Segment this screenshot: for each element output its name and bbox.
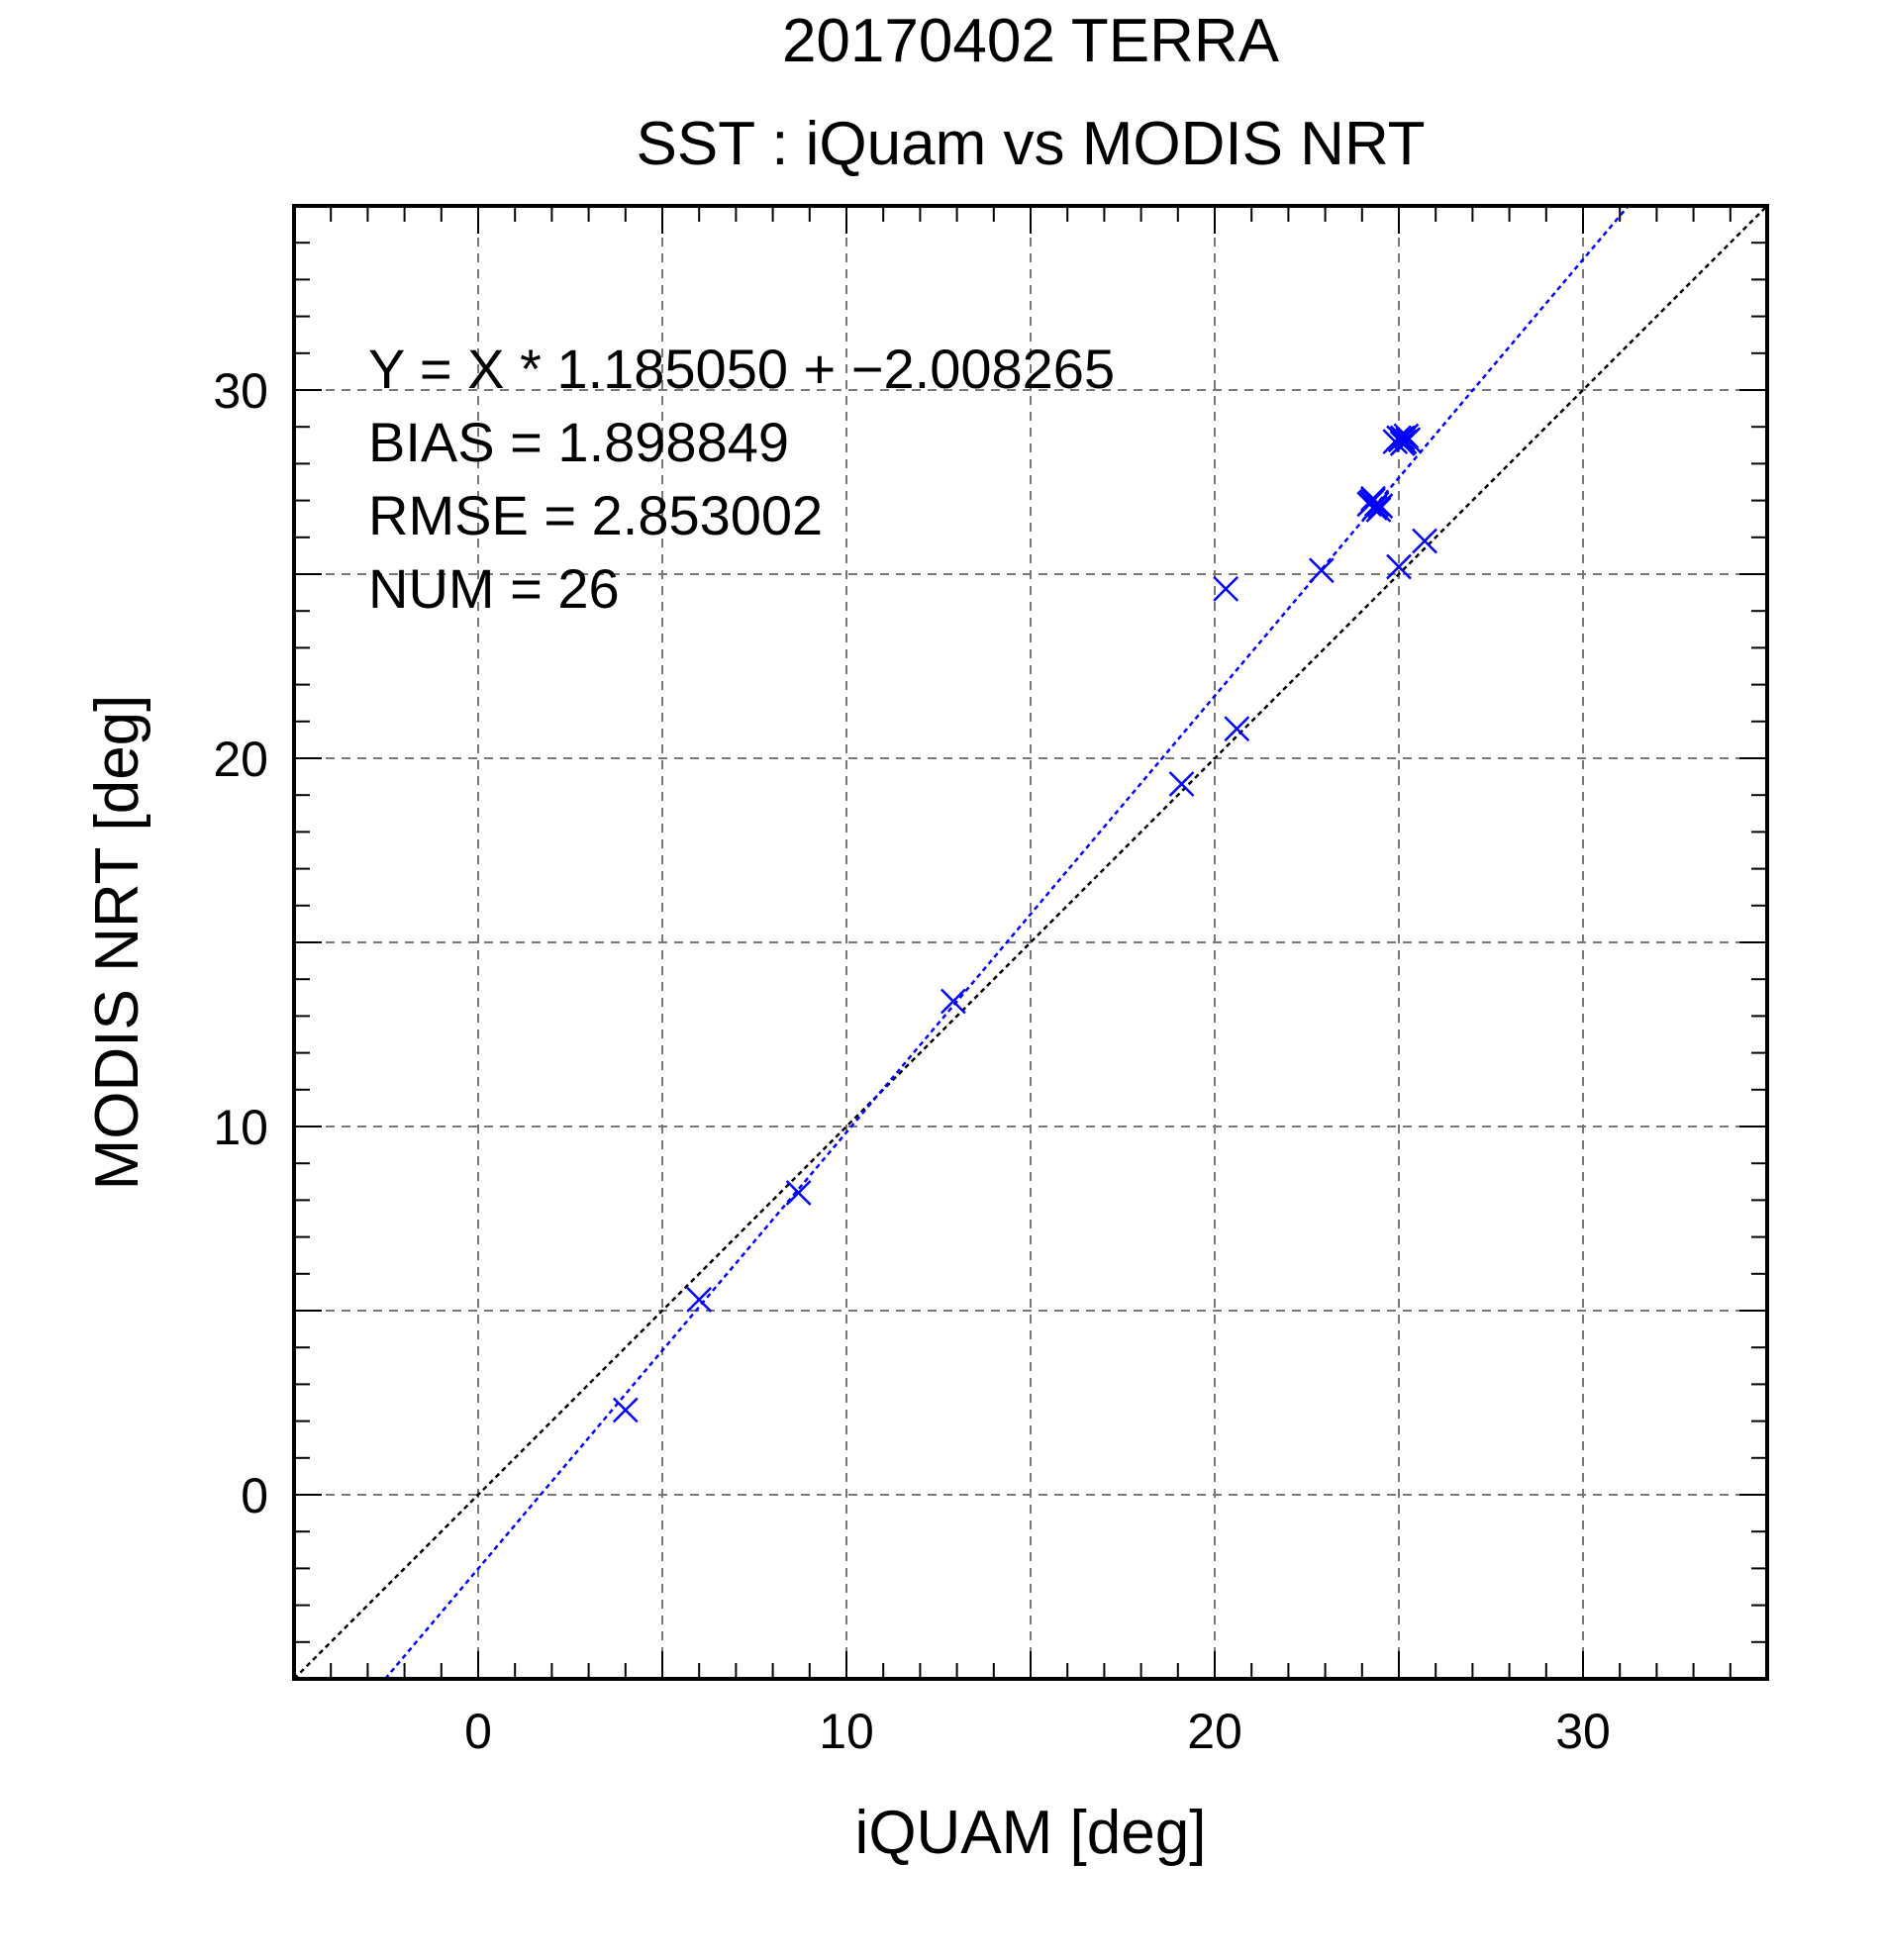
data-point-stroke: [1224, 716, 1250, 742]
x-tick-labels: 0 10 20 30: [464, 1704, 1611, 1759]
y-tick-label: 30: [213, 363, 268, 419]
bias-value: BIAS = 1.898849: [368, 411, 789, 473]
chart-title: 20170402 TERRA: [782, 7, 1280, 75]
data-point-stroke: [612, 1397, 639, 1423]
data-point: [1386, 553, 1412, 580]
x-tick-label: 10: [819, 1704, 874, 1759]
data-point: [1393, 423, 1420, 449]
regression-line: [384, 205, 1630, 1680]
data-point: [1224, 716, 1250, 742]
data-point-stroke: [1361, 495, 1388, 521]
data-point-stroke: [1393, 423, 1420, 449]
data-point-stroke: [1213, 575, 1239, 602]
x-tick-label: 20: [1187, 1704, 1242, 1759]
data-point-stroke: [1395, 427, 1422, 453]
data-point-stroke: [1365, 497, 1392, 523]
data-point-stroke: [1389, 425, 1416, 451]
num-value: NUM = 26: [368, 557, 620, 620]
stats-annotation: Y = X * 1.185050 + −2.008265 BIAS = 1.89…: [368, 338, 1115, 620]
data-point: [1168, 771, 1195, 797]
data-point-stroke: [1363, 491, 1390, 518]
data-point: [785, 1180, 812, 1206]
data-point-stroke: [1389, 431, 1416, 456]
data-point: [1395, 427, 1422, 453]
fit-lines: [293, 205, 1768, 1680]
grid: [294, 206, 1767, 1679]
data-point: [1363, 491, 1390, 518]
regression-equation: Y = X * 1.185050 + −2.008265: [368, 338, 1115, 400]
x-tick-label: 0: [464, 1704, 492, 1759]
data-point: [686, 1286, 713, 1313]
data-point: [1365, 497, 1392, 523]
x-axis-label: iQUAM [deg]: [855, 1799, 1207, 1867]
data-point-stroke: [686, 1286, 713, 1313]
chart-subtitle: SST : iQuam vs MODIS NRT: [637, 110, 1426, 178]
data-point: [1389, 425, 1416, 451]
data-point-stroke: [1168, 771, 1195, 797]
y-axis-label: MODIS NRT [deg]: [83, 695, 151, 1191]
x-tick-label: 30: [1555, 1704, 1611, 1759]
data-point-stroke: [940, 988, 966, 1015]
data-point-stroke: [1412, 528, 1437, 554]
y-tick-labels: 0 10 20 30: [213, 363, 268, 1523]
minor-ticks: [294, 206, 1767, 1679]
data-point-stroke: [785, 1180, 812, 1206]
data-point: [1389, 431, 1416, 456]
data-points: [612, 423, 1437, 1423]
data-point-stroke: [1386, 553, 1412, 580]
y-tick-label: 0: [241, 1468, 268, 1523]
data-point: [1361, 495, 1388, 521]
data-point: [1412, 528, 1437, 554]
rmse-value: RMSE = 2.853002: [368, 484, 823, 546]
y-tick-label: 10: [213, 1100, 268, 1155]
data-point: [1308, 557, 1335, 584]
data-point: [1213, 575, 1239, 602]
data-point: [612, 1397, 639, 1423]
data-point-stroke: [1308, 557, 1335, 584]
data-point: [940, 988, 966, 1015]
plot-frame: [292, 204, 1769, 1681]
data-point-stroke: [1360, 485, 1386, 512]
y-tick-label: 20: [213, 732, 268, 787]
